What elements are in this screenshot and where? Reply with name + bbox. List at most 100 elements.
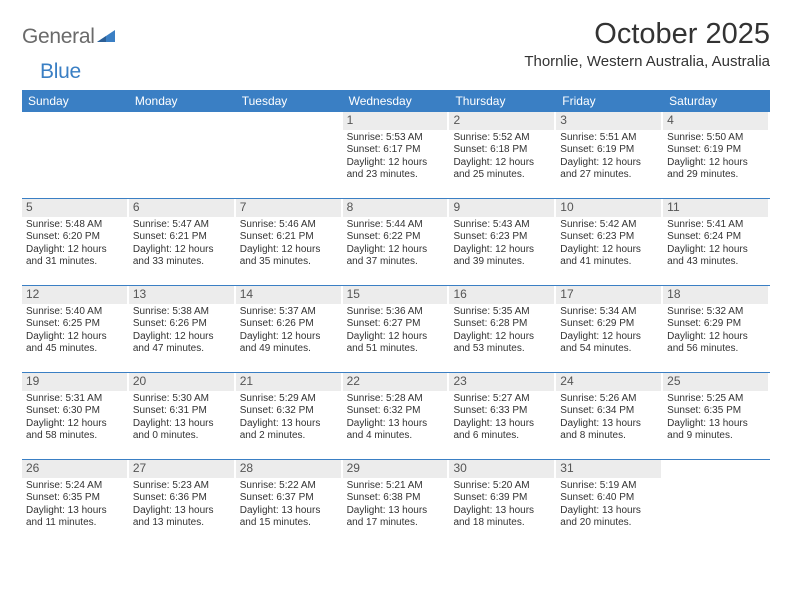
daylight-line: Daylight: 12 hours and 39 minutes. (453, 244, 552, 269)
day-number-bg: 27 (129, 460, 234, 478)
day-cell (236, 112, 343, 198)
sunset-line: Sunset: 6:25 PM (26, 318, 125, 331)
sunset-line: Sunset: 6:36 PM (133, 492, 232, 505)
sunset-line: Sunset: 6:17 PM (347, 144, 446, 157)
sunset-line: Sunset: 6:28 PM (453, 318, 552, 331)
day-number: 24 (560, 374, 573, 388)
day-number: 15 (347, 287, 360, 301)
day-cell: 2Sunrise: 5:52 AMSunset: 6:18 PMDaylight… (449, 112, 556, 198)
sunset-line: Sunset: 6:26 PM (240, 318, 339, 331)
day-cell: 15Sunrise: 5:36 AMSunset: 6:27 PMDayligh… (343, 286, 450, 372)
daylight-line: Daylight: 13 hours and 18 minutes. (453, 505, 552, 530)
daylight-line: Daylight: 13 hours and 8 minutes. (560, 418, 659, 443)
day-number-bg: 15 (343, 286, 448, 304)
sunrise-line: Sunrise: 5:36 AM (347, 306, 446, 319)
day-cell (129, 112, 236, 198)
sunrise-line: Sunrise: 5:28 AM (347, 393, 446, 406)
sunrise-line: Sunrise: 5:21 AM (347, 480, 446, 493)
day-text: Sunrise: 5:22 AMSunset: 6:37 PMDaylight:… (236, 480, 341, 530)
day-cell: 6Sunrise: 5:47 AMSunset: 6:21 PMDaylight… (129, 199, 236, 285)
day-cell: 27 Sunrise: 5:23 AMSunset: 6:36 PMDayligh… (129, 460, 236, 546)
day-number-bg: 26 (22, 460, 127, 478)
sunrise-line: Sunrise: 5:41 AM (667, 219, 766, 232)
day-number-bg: 3 (556, 112, 661, 130)
day-text: Sunrise: 5:37 AMSunset: 6:26 PMDaylight:… (236, 306, 341, 356)
day-number-bg: 17 (556, 286, 661, 304)
day-number-bg: 14 (236, 286, 341, 304)
sunrise-line: Sunrise: 5:30 AM (133, 393, 232, 406)
day-text: Sunrise: 5:25 AMSunset: 6:35 PMDaylight:… (663, 393, 768, 443)
logo-triangle-icon (97, 26, 115, 50)
day-number-bg: 4 (663, 112, 768, 130)
day-text: Sunrise: 5:26 AMSunset: 6:34 PMDaylight:… (556, 393, 661, 443)
sunrise-line: Sunrise: 5:19 AM (560, 480, 659, 493)
day-number-bg: 20 (129, 373, 234, 391)
day-number-bg: 2 (449, 112, 554, 130)
day-number: 11 (667, 200, 679, 214)
day-cell: 31Sunrise: 5:19 AMSunset: 6:40 PMDayligh… (556, 460, 663, 546)
daylight-line: Daylight: 12 hours and 35 minutes. (240, 244, 339, 269)
sunset-line: Sunset: 6:35 PM (667, 405, 766, 418)
sunset-line: Sunset: 6:23 PM (453, 231, 552, 244)
day-text: Sunrise: 5:29 AMSunset: 6:32 PMDaylight:… (236, 393, 341, 443)
day-cell: 11Sunrise: 5:41 AMSunset: 6:24 PMDayligh… (663, 199, 770, 285)
daylight-line: Daylight: 12 hours and 25 minutes. (453, 157, 552, 182)
sunset-line: Sunset: 6:31 PM (133, 405, 232, 418)
day-number: 7 (240, 200, 247, 214)
day-text: Sunrise: 5:30 AMSunset: 6:31 PMDaylight:… (129, 393, 234, 443)
day-text: Sunrise: 5:44 AMSunset: 6:22 PMDaylight:… (343, 219, 448, 269)
daylight-line: Daylight: 12 hours and 41 minutes. (560, 244, 659, 269)
day-text: Sunrise: 5:48 AMSunset: 6:20 PMDaylight:… (22, 219, 127, 269)
daylight-line: Daylight: 12 hours and 23 minutes. (347, 157, 446, 182)
day-number-bg: 24 (556, 373, 661, 391)
sunset-line: Sunset: 6:32 PM (347, 405, 446, 418)
week-row: 19Sunrise: 5:31 AMSunset: 6:30 PMDayligh… (22, 373, 770, 460)
sunrise-line: Sunrise: 5:42 AM (560, 219, 659, 232)
dow-cell: Monday (129, 90, 236, 112)
day-cell: 19Sunrise: 5:31 AMSunset: 6:30 PMDayligh… (22, 373, 129, 459)
day-cell: 14 Sunrise: 5:37 AMSunset: 6:26 PMDayligh… (236, 286, 343, 372)
day-number: 12 (26, 287, 39, 301)
day-cell: 4Sunrise: 5:50 AMSunset: 6:19 PMDaylight… (663, 112, 770, 198)
daylight-line: Daylight: 12 hours and 47 minutes. (133, 331, 232, 356)
daylight-line: Daylight: 12 hours and 37 minutes. (347, 244, 446, 269)
daylight-line: Daylight: 12 hours and 29 minutes. (667, 157, 766, 182)
sunset-line: Sunset: 6:22 PM (347, 231, 446, 244)
day-number-bg: 19 (22, 373, 127, 391)
day-number: 2 (453, 113, 460, 127)
day-text: Sunrise: 5:23 AMSunset: 6:36 PMDaylight:… (129, 480, 234, 530)
day-number: 5 (26, 200, 33, 214)
day-number: 6 (133, 200, 140, 214)
sunrise-line: Sunrise: 5:20 AM (453, 480, 552, 493)
day-number: 21 (240, 374, 253, 388)
day-cell: 8Sunrise: 5:44 AMSunset: 6:22 PMDaylight… (343, 199, 450, 285)
day-number-bg: 5 (22, 199, 127, 217)
day-cell: 12Sunrise: 5:40 AMSunset: 6:25 PMDayligh… (22, 286, 129, 372)
day-number: 20 (133, 374, 146, 388)
daylight-line: Daylight: 13 hours and 13 minutes. (133, 505, 232, 530)
daylight-line: Daylight: 13 hours and 6 minutes. (453, 418, 552, 443)
dow-cell: Wednesday (343, 90, 450, 112)
daylight-line: Daylight: 12 hours and 33 minutes. (133, 244, 232, 269)
day-number: 9 (453, 200, 460, 214)
day-cell: 3Sunrise: 5:51 AMSunset: 6:19 PMDaylight… (556, 112, 663, 198)
day-cell: 30Sunrise: 5:20 AMSunset: 6:39 PMDayligh… (449, 460, 556, 546)
day-number-bg: 1 (343, 112, 448, 130)
day-number-bg: 16 (449, 286, 554, 304)
sunrise-line: Sunrise: 5:38 AM (133, 306, 232, 319)
sunrise-line: Sunrise: 5:40 AM (26, 306, 125, 319)
dow-cell: Tuesday (236, 90, 343, 112)
sunrise-line: Sunrise: 5:47 AM (133, 219, 232, 232)
day-text: Sunrise: 5:42 AMSunset: 6:23 PMDaylight:… (556, 219, 661, 269)
day-cell: 5 Sunrise: 5:48 AMSunset: 6:20 PMDaylight… (22, 199, 129, 285)
sunrise-line: Sunrise: 5:29 AM (240, 393, 339, 406)
day-cell: 23Sunrise: 5:27 AMSunset: 6:33 PMDayligh… (449, 373, 556, 459)
day-number-bg: 18 (663, 286, 768, 304)
daylight-line: Daylight: 13 hours and 9 minutes. (667, 418, 766, 443)
sunrise-line: Sunrise: 5:37 AM (240, 306, 339, 319)
day-number: 26 (26, 461, 39, 475)
daylight-line: Daylight: 12 hours and 53 minutes. (453, 331, 552, 356)
day-number-bg: 29 (343, 460, 448, 478)
day-cell: 10Sunrise: 5:42 AMSunset: 6:23 PMDayligh… (556, 199, 663, 285)
day-number: 18 (667, 287, 680, 301)
